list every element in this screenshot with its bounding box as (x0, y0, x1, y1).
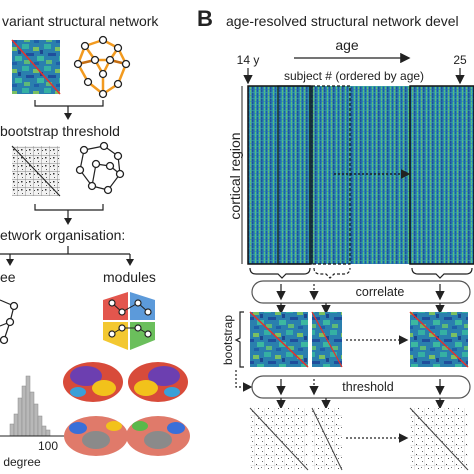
panel-a-title: variant structural network (2, 13, 159, 29)
window-box-3 (311, 85, 351, 265)
split-connector (0, 246, 131, 262)
correlate-label: correlate (356, 285, 405, 299)
bootstrap-bracket (234, 311, 244, 368)
panel-b-title: age-resolved structural network devel (226, 13, 459, 29)
subject-axis-label: subject # (ordered by age) (284, 69, 424, 83)
arrow-head-2 (64, 218, 72, 225)
bootstrap-matrix-3 (409, 311, 469, 368)
age-end-label: 25 (453, 53, 467, 67)
bootstrap-matrix-1 (249, 311, 309, 368)
bracket-window-3 (313, 267, 351, 279)
network-nodes (73, 35, 131, 99)
arrow-head-3 (126, 259, 134, 266)
threshold-label: threshold (342, 380, 393, 394)
binary-network-nodes (75, 141, 125, 195)
age-start-label: 14 y (237, 53, 260, 67)
correlate-step-box (251, 280, 471, 304)
modules-header: modules (103, 269, 156, 285)
cortical-region-label: cortical region (227, 132, 243, 219)
matrix-diagonal (11, 145, 61, 197)
bootstrap-label: bootstrap (221, 315, 235, 365)
arrow-head-4 (6, 259, 14, 266)
brain-modules-images (63, 362, 190, 456)
thresholded-matrix-1 (249, 407, 309, 471)
subject-by-region-matrix (248, 86, 474, 264)
degree-network-nodes (0, 301, 19, 345)
panel-b-letter: B (197, 6, 213, 31)
bracket-window-4 (411, 267, 473, 279)
threshold-step-box (251, 375, 471, 399)
arrow-head (64, 113, 72, 120)
bootstrap-matrix-2 (311, 311, 343, 368)
thresholded-matrix-3 (409, 407, 469, 471)
modules-graph (103, 292, 155, 350)
covariance-matrix (11, 39, 61, 95)
thresholded-matrix-2 (311, 407, 343, 471)
degree-histogram (9, 375, 51, 437)
bootstrap-to-threshold-arrow (235, 370, 253, 392)
age-label: age (335, 37, 359, 53)
bracket-window-1 (249, 267, 311, 279)
bootstrap-threshold-label: bootstrap threshold (0, 123, 120, 139)
histogram-xlabel: degree (3, 455, 41, 469)
merge-bracket-2 (34, 204, 104, 220)
network-organisation-label: etwork organisation: (0, 227, 125, 243)
histogram-tick: 100 (38, 439, 58, 453)
degree-header: ee (0, 269, 16, 285)
